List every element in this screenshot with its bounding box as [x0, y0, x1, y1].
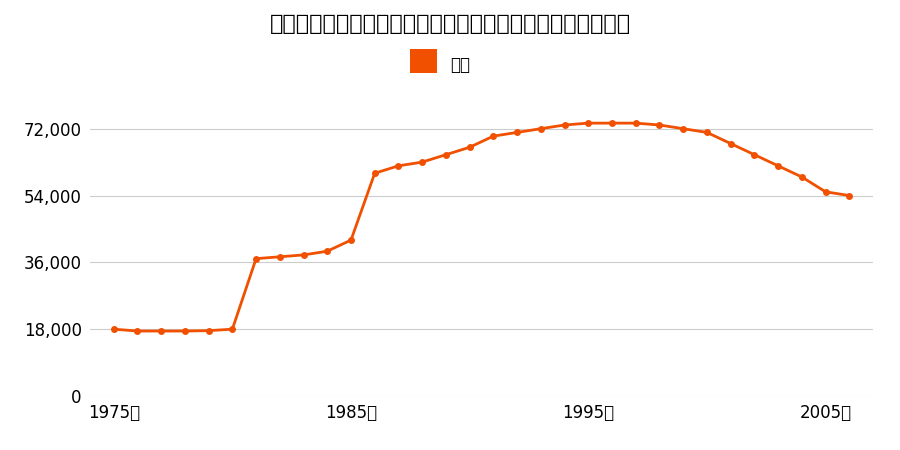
Text: 佐賀県佐賀郡大和町大字尼寺字印鑰１５０４番１の地価推移: 佐賀県佐賀郡大和町大字尼寺字印鑰１５０４番１の地価推移 [269, 14, 631, 33]
Text: 価格: 価格 [450, 56, 470, 74]
